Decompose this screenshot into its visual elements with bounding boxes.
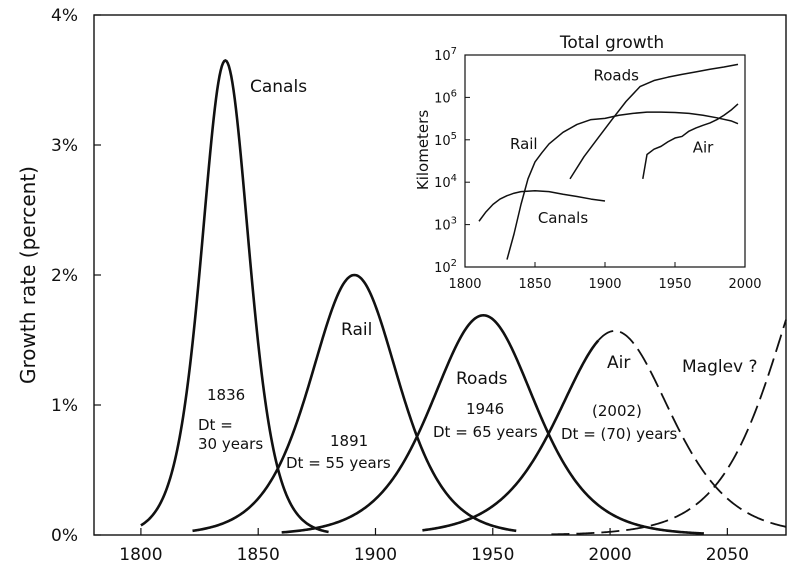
main-x-tick-label: 2050 — [706, 545, 749, 565]
inset-x-tick-label: 1900 — [588, 277, 621, 292]
rail-curve — [192, 273, 517, 533]
inset-x-tick-label: 2000 — [728, 277, 761, 292]
roads-peak-year: 1946 — [466, 400, 504, 418]
air-dt: Dt = (70) years — [561, 425, 678, 443]
main-x-tick-label: 1850 — [237, 545, 280, 565]
inset-x-tick-label: 1850 — [518, 277, 551, 292]
main-x-tick-label: 2000 — [588, 545, 631, 565]
inset-y-axis-label: Kilometers — [414, 110, 432, 190]
inset-x-tick-label: 1950 — [658, 277, 691, 292]
maglev-label: Maglev ? — [682, 357, 758, 377]
inset-axis-ticks: 1800 1850 1900 1950 2000 102 103 104 105 106 107 — [434, 46, 761, 292]
inset-y-tick-label: 105 — [434, 131, 457, 149]
main-y-tick-label: 2% — [51, 266, 78, 286]
canals-dt-line2: 30 years — [198, 435, 263, 453]
inset-label-air: Air — [693, 139, 714, 157]
rail-label: Rail — [341, 320, 372, 340]
inset-label-canals: Canals — [538, 209, 589, 227]
air-curve-solid — [422, 339, 600, 532]
inset-y-tick-label: 106 — [434, 88, 457, 106]
inset-air-line — [642, 103, 739, 179]
air-label: Air — [607, 353, 630, 373]
maglev-curve — [551, 319, 787, 536]
roads-curve — [281, 313, 704, 535]
canals-dt-line1: Dt = — [198, 416, 233, 434]
inset-total-growth: Total growth Kilometers 1800 1850 1900 1950… — [414, 33, 762, 292]
inset-y-tick-label: 104 — [434, 173, 457, 191]
main-y-tick-label: 1% — [51, 396, 78, 416]
inset-canals-line — [478, 189, 606, 222]
main-x-tick-label: 1900 — [354, 545, 397, 565]
canals-dt: Dt = 30 years — [198, 416, 263, 453]
air-peak-year: (2002) — [592, 402, 642, 420]
inset-labels: Roads Rail Air Canals — [510, 67, 714, 227]
main-axis-ticks: 1800 1850 1900 1950 2000 2050 0% 1% 2% 3% 4% — [51, 6, 749, 565]
inset-rail-line — [506, 111, 739, 260]
main-curves — [140, 59, 787, 536]
inset-frame — [464, 54, 746, 268]
air-curve-forecast — [597, 329, 787, 528]
rail-dt: Dt = 55 years — [286, 454, 391, 472]
main-y-tick-label: 4% — [51, 6, 78, 26]
inset-x-tick-label: 1800 — [448, 277, 481, 292]
main-y-axis-label: Growth rate (percent) — [16, 166, 40, 384]
inset-title: Total growth — [559, 33, 664, 53]
inset-roads-line — [569, 63, 739, 180]
inset-curves — [478, 63, 739, 260]
canals-curve — [140, 59, 329, 534]
inset-y-tick-label: 102 — [434, 258, 457, 276]
inset-label-roads: Roads — [593, 67, 639, 85]
main-x-tick-label: 1950 — [471, 545, 514, 565]
main-y-tick-label: 0% — [51, 526, 78, 546]
rail-peak-year: 1891 — [330, 432, 368, 450]
inset-y-tick-label: 103 — [434, 216, 457, 234]
canals-label: Canals — [250, 77, 307, 97]
main-x-tick-label: 1800 — [119, 545, 162, 565]
roads-dt: Dt = 65 years — [433, 423, 538, 441]
main-y-tick-label: 3% — [51, 136, 78, 156]
inset-label-rail: Rail — [510, 135, 538, 153]
inset-y-tick-label: 107 — [434, 46, 457, 64]
roads-label: Roads — [456, 369, 508, 389]
canals-peak-year: 1836 — [207, 386, 245, 404]
